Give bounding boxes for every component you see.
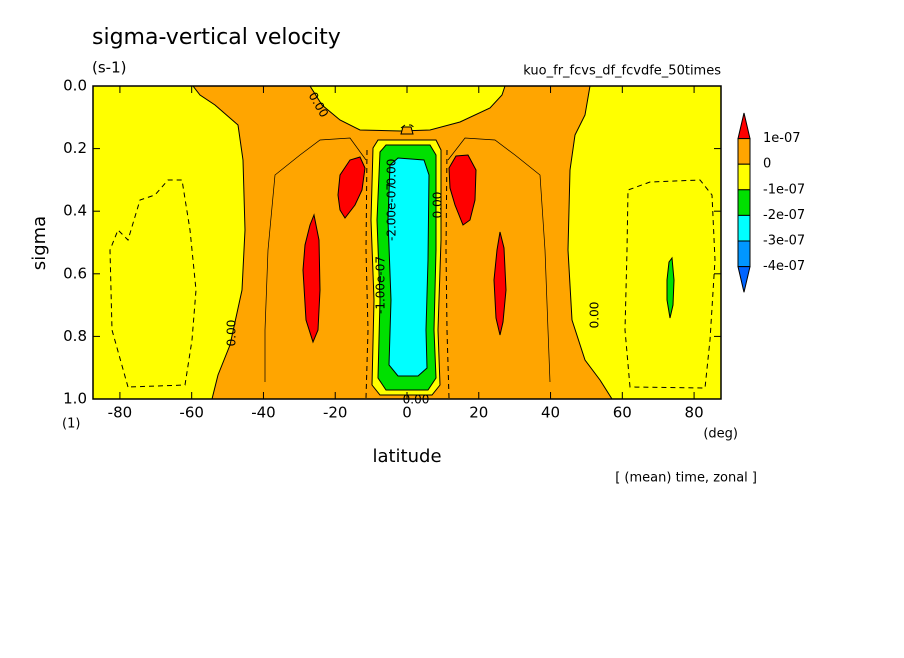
colorbar-triangle [737, 112, 751, 140]
x-unit: (deg) [703, 427, 738, 442]
colorbar-cell [737, 240, 751, 268]
contour-label: 0.00 [431, 192, 445, 219]
x-tick-label: 60 [613, 404, 632, 422]
contour-line [264, 137, 367, 382]
contour-region [666, 256, 675, 319]
colorbar-label: 0 [763, 157, 771, 172]
subtitle: kuo_fr_fcvs_df_fcvdfe_50times [523, 64, 721, 79]
colorbar-cell [737, 214, 751, 242]
chart-title: sigma-vertical velocity [92, 25, 341, 50]
y-tick-label: 1.0 [63, 390, 87, 408]
y-tick-label: 0.2 [63, 139, 87, 157]
contour-region [302, 213, 321, 344]
footnote: [ (mean) time, zonal ] [615, 471, 757, 486]
contour-label: -2.00e-07 [385, 183, 399, 241]
contour-region [337, 156, 366, 219]
contour-label: 0.00 [225, 320, 239, 347]
x-tick-label: 40 [541, 404, 560, 422]
contour-region [493, 231, 507, 336]
colorbar-label: -4e-07 [763, 259, 805, 274]
contour-region [387, 157, 430, 377]
x-tick-label: -40 [251, 404, 276, 422]
contour-label: 0.00 [385, 159, 399, 186]
contour-line [447, 137, 551, 383]
colorbar-label: -3e-07 [763, 234, 805, 249]
x-tick-label: 20 [469, 404, 488, 422]
y-axis-label: sigma [29, 216, 50, 270]
colorbar-label: -1e-07 [763, 182, 805, 197]
colorbar-triangle [737, 266, 751, 293]
contour-region [448, 154, 477, 226]
x-tick-label: -20 [323, 404, 348, 422]
colorbar-cell [737, 189, 751, 216]
colorbar-cell [737, 163, 751, 191]
contour-label: 0.00 [588, 302, 602, 329]
contour-line [624, 179, 716, 389]
colorbar-cell [737, 138, 751, 165]
x-tick-label: 80 [685, 404, 704, 422]
y-tick-label: 0.0 [63, 77, 87, 95]
x-tick-label: 0 [402, 404, 412, 422]
y-tick-label: 0.6 [63, 264, 87, 282]
colorbar-label: 1e-07 [763, 131, 801, 146]
y-tick-label: 0.8 [63, 327, 87, 345]
contour-line [400, 124, 416, 129]
plot-area: 0.000.000.000.00-1.00e-07-2.00e-070.000.… [93, 85, 721, 407]
contour-region [400, 126, 414, 135]
colorbar-label: -2e-07 [763, 208, 805, 223]
y-tick-label: 0.4 [63, 202, 87, 220]
contour-label: -1.00e-07 [374, 256, 388, 314]
y-unit: (1) [62, 417, 80, 432]
x-tick-label: -60 [179, 404, 204, 422]
x-axis-label: latitude [372, 446, 441, 467]
x-tick-label: -80 [108, 404, 133, 422]
units: (s-1) [92, 59, 126, 77]
